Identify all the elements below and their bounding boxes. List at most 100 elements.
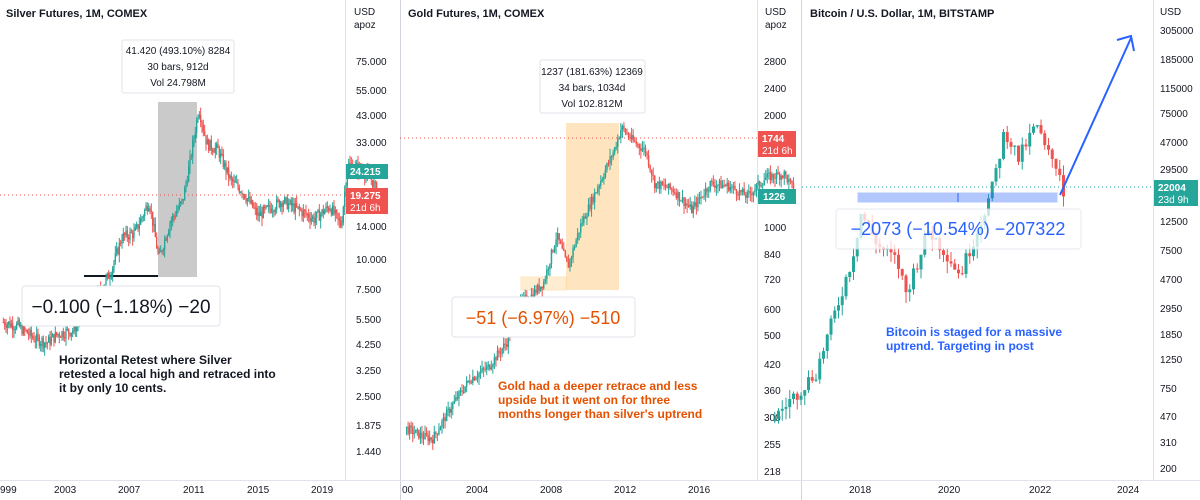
- candle-body: [73, 325, 75, 331]
- candle-body: [349, 162, 351, 164]
- candle-body: [148, 208, 150, 212]
- candle-body: [552, 249, 554, 252]
- candle-body: [252, 200, 254, 208]
- candle-body: [150, 210, 152, 212]
- gold-callout-box: [451, 296, 636, 338]
- candle-body: [116, 248, 118, 254]
- y-tick-label: 500: [764, 331, 781, 342]
- candle-body: [632, 135, 634, 141]
- candle-body: [442, 417, 445, 421]
- y-tick-label: 75.000: [356, 57, 387, 68]
- candle-body: [270, 208, 272, 213]
- gold-note-line: upside but it went on for three: [498, 393, 670, 407]
- candle-body: [544, 278, 547, 282]
- x-tick-label: 2020: [938, 485, 961, 496]
- candle-body: [254, 207, 256, 209]
- candle-body: [230, 175, 232, 179]
- y-tick-label: 7500: [1160, 246, 1183, 257]
- y-tick-label: 2950: [1160, 304, 1183, 315]
- candle-body: [723, 184, 725, 186]
- candle-body: [157, 248, 159, 253]
- candle-body: [42, 338, 44, 348]
- y-tick-label: 185000: [1160, 55, 1194, 66]
- gold-current-price-badge: [758, 131, 796, 157]
- candle-body: [16, 323, 18, 329]
- candle-body: [190, 155, 192, 157]
- candle-body: [109, 277, 111, 279]
- candle-body: [840, 296, 844, 306]
- candle-body: [228, 167, 230, 178]
- candle-body: [621, 125, 624, 131]
- candle-body: [210, 139, 212, 150]
- candle-body: [220, 153, 222, 158]
- candle-body: [650, 170, 653, 176]
- candle-body: [428, 437, 431, 442]
- bitcoin-current-price-badge: [1154, 180, 1198, 206]
- candle-body: [280, 202, 282, 207]
- candle-body: [949, 261, 953, 264]
- candle-body: [301, 210, 303, 217]
- candle-body: [137, 224, 139, 229]
- y-tick-label: 420: [764, 360, 781, 371]
- candle-body: [807, 377, 810, 391]
- candle-body: [41, 338, 43, 344]
- candle-body: [121, 241, 123, 244]
- candle-body: [439, 427, 442, 431]
- candle-body: [686, 203, 688, 206]
- candle-body: [1005, 132, 1009, 143]
- candle-body: [261, 211, 263, 219]
- candle-body: [44, 342, 46, 348]
- candle-body: [498, 350, 500, 353]
- candle-body: [306, 214, 308, 216]
- candle-body: [10, 323, 12, 328]
- candle-body: [613, 147, 616, 153]
- candle-body: [419, 432, 422, 439]
- candle-body: [476, 377, 479, 379]
- candle-body: [1058, 168, 1062, 176]
- candle-body: [456, 397, 459, 399]
- candle-body: [712, 181, 715, 185]
- gold-candles: [405, 122, 795, 450]
- candle-body: [470, 382, 473, 384]
- candle-body: [246, 198, 248, 202]
- gold-x-axis: 00 2004 2008 2012 2016: [402, 485, 711, 496]
- bitcoin-current-price: 22004: [1158, 183, 1186, 194]
- candle-body: [740, 189, 742, 193]
- candle-body: [284, 197, 286, 204]
- gold-callout: −51 (−6.97%) −510: [466, 308, 621, 328]
- candle-body: [237, 182, 239, 188]
- candle-body: [141, 217, 143, 219]
- candle-body: [24, 325, 26, 330]
- candle-body: [236, 182, 238, 184]
- candle-body: [321, 209, 323, 215]
- silver-currency-label: USD: [354, 7, 375, 18]
- gold-last-price-badge: [758, 189, 796, 204]
- candle-body: [689, 204, 691, 207]
- candle-body: [221, 153, 223, 155]
- candle-body: [125, 230, 127, 236]
- candle-body: [128, 237, 130, 240]
- candle-body: [282, 203, 284, 207]
- y-tick-label: 2.500: [356, 392, 381, 403]
- candle-body: [972, 246, 975, 257]
- candle-body: [771, 173, 773, 181]
- candle-body: [38, 336, 40, 346]
- candle-body: [256, 207, 258, 216]
- bitcoin-x-axis: 2018 2020 2022 2024: [849, 485, 1140, 496]
- candle-body: [286, 197, 288, 209]
- candle-body: [292, 203, 294, 206]
- candle-body: [238, 187, 240, 193]
- candle-body: [543, 281, 545, 289]
- candle-body: [889, 248, 893, 253]
- candle-body: [549, 263, 551, 270]
- candle-body: [314, 218, 316, 223]
- candle-body: [458, 391, 460, 399]
- candle-body: [744, 195, 747, 198]
- candle-body: [567, 261, 570, 268]
- candle-body: [202, 125, 204, 132]
- candle-body: [561, 243, 563, 249]
- candle-body: [168, 231, 170, 236]
- candle-body: [1009, 142, 1013, 147]
- candle-body: [278, 200, 280, 207]
- candle-body: [192, 140, 194, 157]
